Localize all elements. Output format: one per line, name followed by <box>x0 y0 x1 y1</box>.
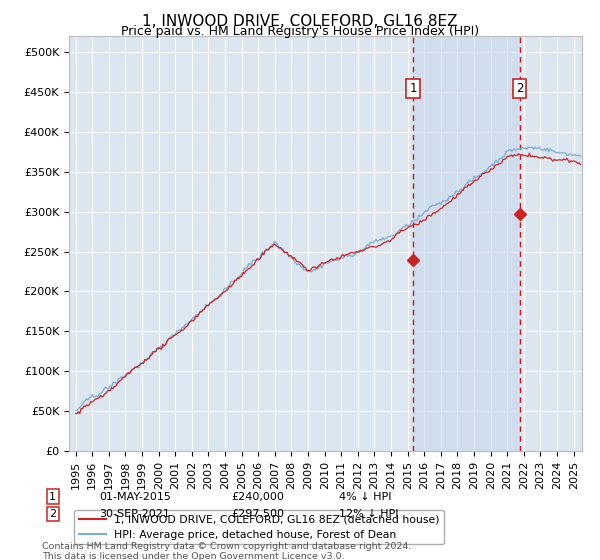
Text: Price paid vs. HM Land Registry's House Price Index (HPI): Price paid vs. HM Land Registry's House … <box>121 25 479 38</box>
Text: 2: 2 <box>49 509 56 519</box>
Text: 1: 1 <box>49 492 56 502</box>
Bar <box>413 36 520 451</box>
Text: £297,500: £297,500 <box>231 509 284 519</box>
Text: 4% ↓ HPI: 4% ↓ HPI <box>339 492 391 502</box>
Text: 01-MAY-2015: 01-MAY-2015 <box>99 492 171 502</box>
Text: 12% ↓ HPI: 12% ↓ HPI <box>339 509 398 519</box>
Text: £240,000: £240,000 <box>231 492 284 502</box>
Legend: 1, INWOOD DRIVE, COLEFORD, GL16 8EZ (detached house), HPI: Average price, detach: 1, INWOOD DRIVE, COLEFORD, GL16 8EZ (det… <box>74 510 445 544</box>
Text: Contains HM Land Registry data © Crown copyright and database right 2024.
This d: Contains HM Land Registry data © Crown c… <box>42 542 412 560</box>
Text: 1, INWOOD DRIVE, COLEFORD, GL16 8EZ: 1, INWOOD DRIVE, COLEFORD, GL16 8EZ <box>142 14 458 29</box>
Text: 30-SEP-2021: 30-SEP-2021 <box>99 509 170 519</box>
Text: 2: 2 <box>516 82 523 95</box>
Text: 1: 1 <box>409 82 417 95</box>
